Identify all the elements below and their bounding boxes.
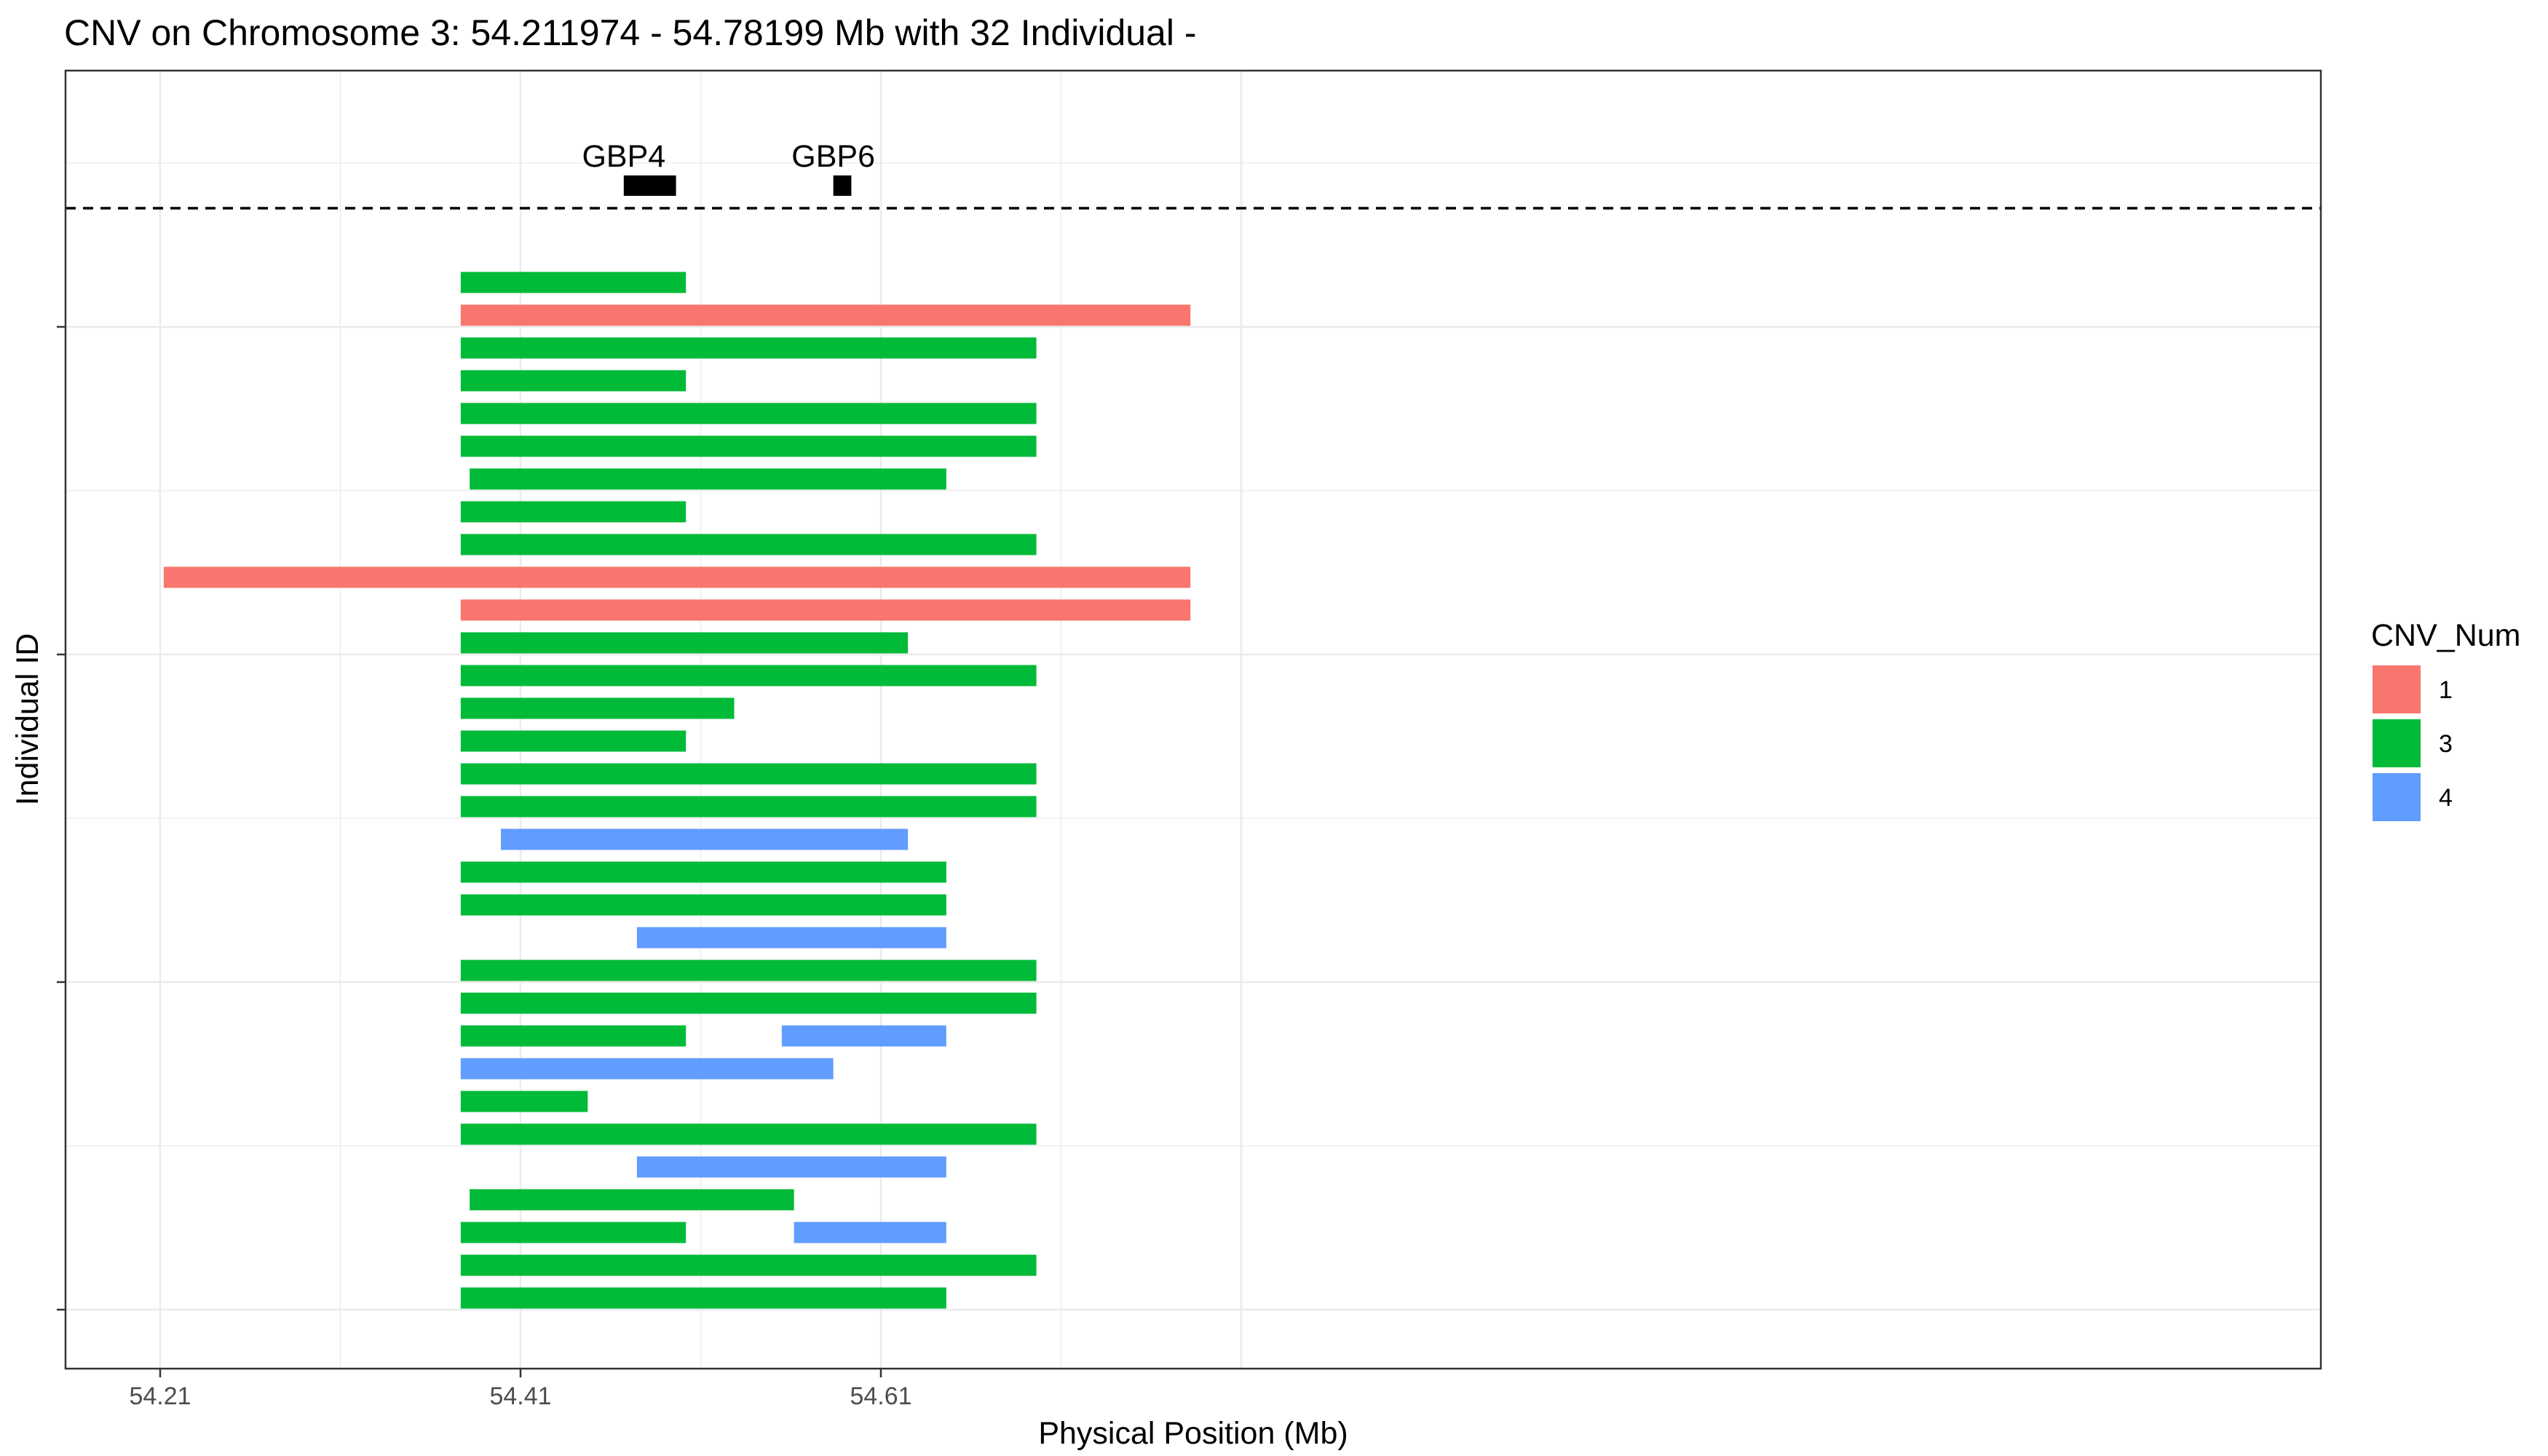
cnv-segment [460,435,1037,457]
cnv-segment [460,632,909,654]
legend-label: 1 [2439,676,2453,704]
cnv-segment [460,1091,588,1112]
cnv-segment [781,1025,946,1047]
legend-key [2373,719,2421,767]
legend-key [2373,665,2421,713]
cnv-segment [460,304,1191,326]
cnv-segment [460,894,946,916]
panel-background [66,71,2321,1369]
cnv-segment [460,1222,687,1243]
plot-panel: GBP4 GBP6 [64,69,2322,1370]
cnv-segment [460,861,946,883]
cnv-segment [460,403,1037,424]
cnv-segment [460,370,687,392]
cnv-segment [163,566,1191,588]
cnv-segment [460,1025,687,1047]
cnv-segment [636,1156,946,1178]
cnv-segment [460,1254,1037,1276]
cnv-segment [460,337,1037,359]
cnv-segment [460,796,1037,818]
chart-title: CNV on Chromosome 3: 54.211974 - 54.7819… [64,12,1197,53]
cnv-segment [794,1222,946,1243]
panel-border [64,69,2322,1370]
y-axis-title: Individual ID [10,633,45,806]
legend-title: CNV_Num [2371,618,2521,653]
x-axis: 54.21 54.41 54.61 [129,1369,912,1410]
cnv-segment [460,697,735,719]
legend-key [2373,773,2421,821]
cnv-segment [460,272,687,293]
legend-label: 4 [2439,784,2453,812]
cnv-segment [470,1189,794,1211]
cnv-segment [460,534,1037,555]
cnv-segment [501,828,909,850]
cnv-segment [460,730,687,752]
cnv-segment [460,501,687,523]
cnv-segment [460,599,1191,621]
x-tick-label: 54.61 [850,1382,911,1410]
x-axis-title: Physical Position (Mb) [1038,1416,1348,1451]
cnv-segment [460,1058,834,1080]
gene-bar [833,175,852,196]
cnv-segment [460,1287,946,1309]
x-tick-label: 54.21 [129,1382,191,1410]
cnv-segment [460,1123,1037,1145]
legend-label: 3 [2439,730,2453,758]
cnv-segment [636,927,946,949]
cnv-segment [470,468,946,490]
gene-label: GBP6 [791,139,875,174]
grid-lines [66,71,2321,1369]
legend-items: 1 3 4 [2373,665,2453,821]
cnv-segment [460,960,1037,981]
cnv-segment [460,665,1037,687]
cnv-segment [460,763,1037,785]
gene-label: GBP4 [582,139,665,174]
gene-bar [623,175,676,196]
y-axis-ticks [57,325,66,1311]
x-tick-label: 54.41 [489,1382,551,1410]
cnv-segments [163,272,1191,1309]
legend: CNV_Num 1 3 4 [2371,618,2521,821]
gene-track: GBP4 GBP6 [582,139,875,196]
cnv-segment [460,992,1037,1014]
